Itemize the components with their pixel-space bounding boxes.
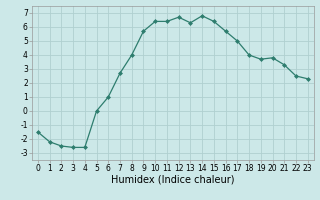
X-axis label: Humidex (Indice chaleur): Humidex (Indice chaleur) — [111, 175, 235, 185]
